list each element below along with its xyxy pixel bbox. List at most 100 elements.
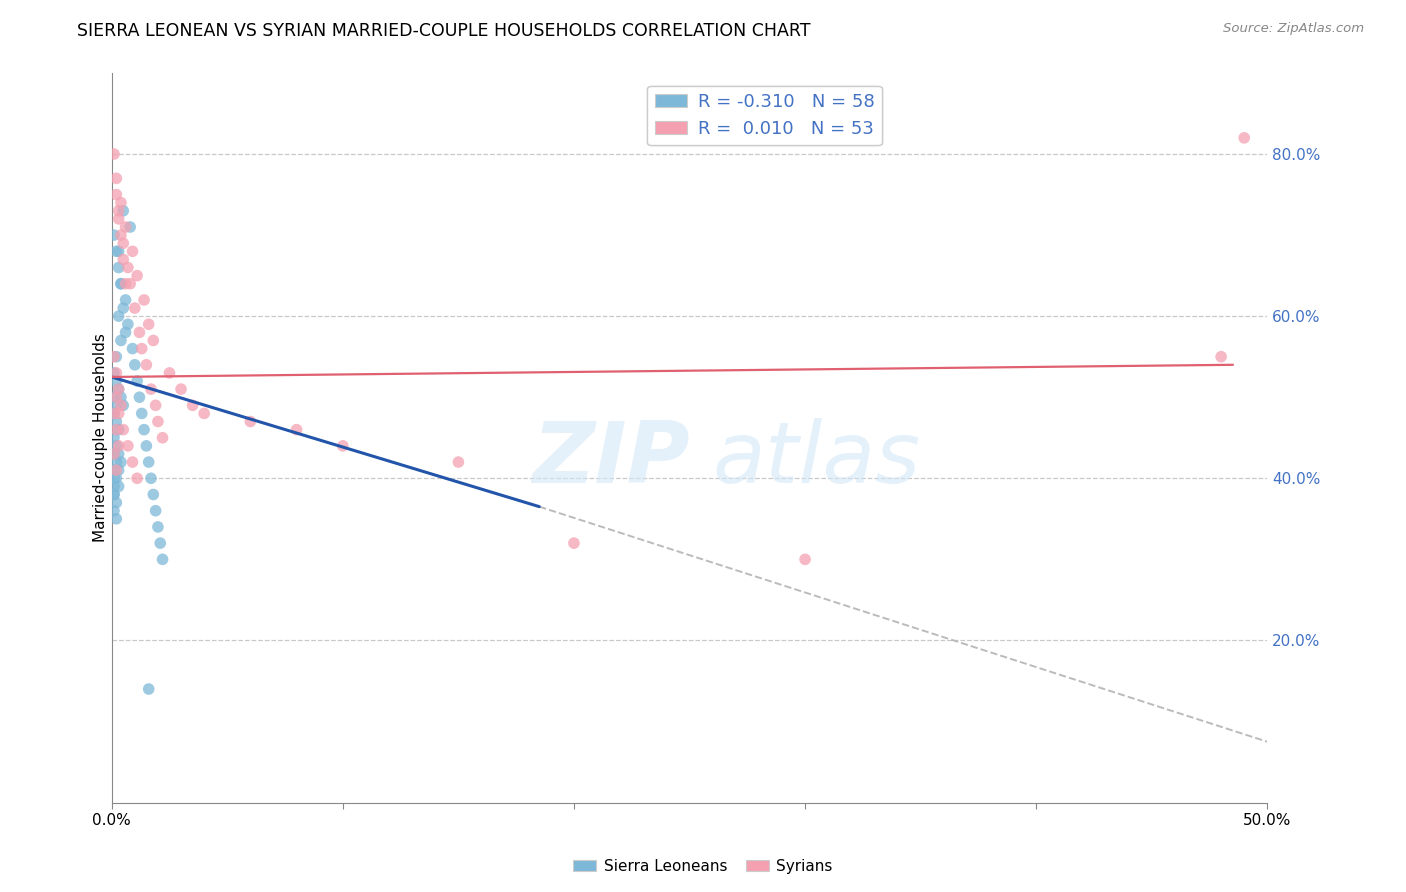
Point bbox=[110, 228, 132, 243]
Point bbox=[107, 309, 129, 323]
Point bbox=[332, 439, 354, 453]
Point bbox=[107, 423, 129, 437]
Point bbox=[127, 471, 149, 485]
Point bbox=[135, 439, 157, 453]
Point bbox=[114, 293, 136, 307]
Text: ZIP: ZIP bbox=[531, 418, 689, 501]
Point bbox=[112, 301, 135, 315]
Point bbox=[105, 244, 128, 259]
Point bbox=[114, 326, 136, 340]
Point bbox=[149, 536, 172, 550]
Point bbox=[110, 398, 132, 412]
Point bbox=[135, 358, 157, 372]
Point bbox=[121, 455, 143, 469]
Point bbox=[128, 390, 150, 404]
Y-axis label: Married-couple Households: Married-couple Households bbox=[93, 334, 108, 542]
Point bbox=[107, 463, 129, 477]
Point bbox=[103, 431, 125, 445]
Point bbox=[142, 487, 165, 501]
Point bbox=[124, 358, 146, 372]
Point bbox=[131, 406, 153, 420]
Point bbox=[103, 447, 125, 461]
Point bbox=[181, 398, 204, 412]
Point bbox=[103, 463, 125, 477]
Point bbox=[1233, 131, 1256, 145]
Point bbox=[124, 301, 146, 315]
Point bbox=[142, 334, 165, 348]
Point bbox=[107, 211, 129, 226]
Point bbox=[110, 195, 132, 210]
Point bbox=[107, 382, 129, 396]
Point bbox=[107, 260, 129, 275]
Legend: R = -0.310   N = 58, R =  0.010   N = 53: R = -0.310 N = 58, R = 0.010 N = 53 bbox=[647, 86, 882, 145]
Point bbox=[117, 318, 139, 332]
Point bbox=[132, 423, 155, 437]
Point bbox=[105, 187, 128, 202]
Point bbox=[114, 277, 136, 291]
Point bbox=[112, 203, 135, 218]
Point bbox=[112, 252, 135, 267]
Point bbox=[170, 382, 193, 396]
Point bbox=[105, 439, 128, 453]
Point bbox=[105, 171, 128, 186]
Point bbox=[127, 268, 149, 283]
Point bbox=[139, 382, 162, 396]
Point bbox=[107, 244, 129, 259]
Point bbox=[152, 552, 174, 566]
Point bbox=[146, 415, 169, 429]
Point bbox=[107, 203, 129, 218]
Point bbox=[110, 277, 132, 291]
Point bbox=[110, 277, 132, 291]
Point bbox=[239, 415, 262, 429]
Point bbox=[121, 244, 143, 259]
Point bbox=[114, 219, 136, 234]
Point bbox=[103, 366, 125, 380]
Point bbox=[138, 318, 160, 332]
Point bbox=[107, 382, 129, 396]
Point bbox=[285, 423, 308, 437]
Point bbox=[447, 455, 470, 469]
Point bbox=[103, 447, 125, 461]
Point bbox=[127, 374, 149, 388]
Point bbox=[103, 487, 125, 501]
Point bbox=[152, 431, 174, 445]
Point bbox=[105, 495, 128, 509]
Point bbox=[145, 504, 167, 518]
Point bbox=[105, 374, 128, 388]
Point bbox=[103, 406, 125, 420]
Point bbox=[131, 342, 153, 356]
Point bbox=[105, 423, 128, 437]
Point bbox=[120, 219, 142, 234]
Point bbox=[146, 520, 169, 534]
Point bbox=[105, 512, 128, 526]
Point bbox=[103, 147, 125, 161]
Point bbox=[107, 479, 129, 493]
Point bbox=[145, 398, 167, 412]
Point bbox=[121, 342, 143, 356]
Point bbox=[562, 536, 585, 550]
Point bbox=[112, 398, 135, 412]
Point bbox=[794, 552, 817, 566]
Point bbox=[105, 390, 128, 404]
Point bbox=[103, 406, 125, 420]
Point bbox=[120, 277, 142, 291]
Point bbox=[107, 406, 129, 420]
Point bbox=[107, 439, 129, 453]
Text: SIERRA LEONEAN VS SYRIAN MARRIED-COUPLE HOUSEHOLDS CORRELATION CHART: SIERRA LEONEAN VS SYRIAN MARRIED-COUPLE … bbox=[77, 22, 811, 40]
Point bbox=[105, 471, 128, 485]
Point bbox=[105, 350, 128, 364]
Point bbox=[138, 681, 160, 696]
Point bbox=[139, 471, 162, 485]
Point bbox=[105, 455, 128, 469]
Point bbox=[103, 390, 125, 404]
Point bbox=[105, 415, 128, 429]
Point bbox=[159, 366, 181, 380]
Point bbox=[105, 366, 128, 380]
Point bbox=[138, 455, 160, 469]
Point bbox=[128, 326, 150, 340]
Legend: Sierra Leoneans, Syrians: Sierra Leoneans, Syrians bbox=[567, 853, 839, 880]
Point bbox=[1211, 350, 1233, 364]
Point bbox=[103, 350, 125, 364]
Point bbox=[103, 487, 125, 501]
Point bbox=[112, 423, 135, 437]
